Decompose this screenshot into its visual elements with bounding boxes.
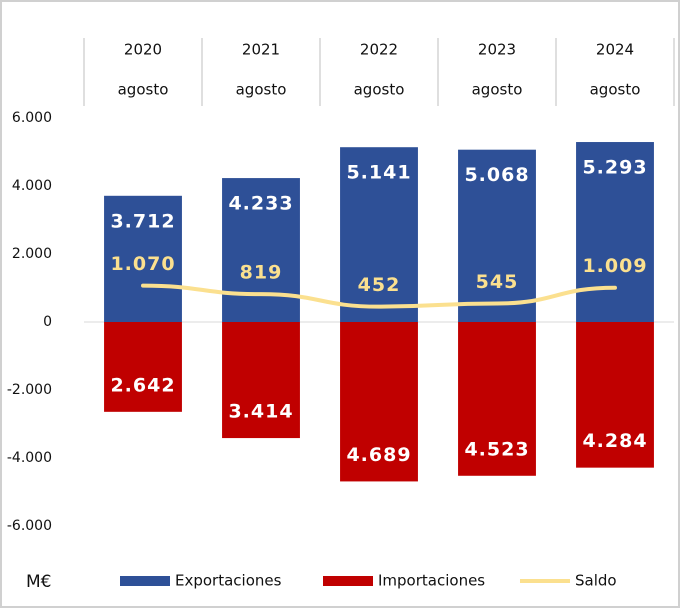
x-tick-label: 2023 (478, 41, 516, 59)
y-tick-label: -2.000 (7, 382, 52, 398)
y-tick-label: 2.000 (12, 246, 52, 262)
x-tick-label: 2020 (124, 41, 162, 59)
data-label: 4.284 (582, 430, 647, 452)
x-tick-sublabel: agosto (354, 81, 405, 99)
y-tick-label: 0 (43, 314, 52, 330)
x-tick-label: 2021 (242, 41, 280, 59)
bar (458, 322, 536, 476)
legend-label: Saldo (575, 572, 617, 590)
bar (104, 195, 182, 322)
x-tick-sublabel: agosto (118, 81, 169, 99)
legend-swatch (120, 576, 170, 586)
legend-swatch (323, 576, 373, 586)
x-tick-sublabel: agosto (236, 81, 287, 99)
bar (458, 149, 536, 322)
bar (222, 178, 300, 322)
data-label: 5.141 (346, 162, 411, 184)
y-tick-label: -4.000 (7, 450, 52, 466)
bar (340, 322, 418, 482)
data-label: 1.009 (582, 255, 647, 277)
y-tick-label: 4.000 (12, 178, 52, 194)
x-tick-sublabel: agosto (472, 81, 523, 99)
data-label: 2.642 (110, 374, 175, 396)
line (141, 283, 617, 309)
data-label: 5.293 (582, 157, 647, 179)
data-label: 3.712 (110, 210, 175, 232)
bar (340, 147, 418, 322)
unit-label: M€ (26, 572, 51, 592)
y-tick-label: 6.000 (12, 110, 52, 126)
data-label: 4.523 (464, 438, 529, 460)
x-tick-label: 2024 (596, 41, 634, 59)
data-label: 4.689 (346, 444, 411, 466)
bar (104, 322, 182, 412)
data-label: 545 (476, 271, 519, 293)
bar (576, 142, 654, 322)
data-label: 5.068 (464, 164, 529, 186)
bar (576, 322, 654, 468)
data-label: 452 (358, 274, 401, 296)
x-tick-label: 2022 (360, 41, 398, 59)
data-label: 1.070 (110, 253, 175, 275)
legend-label: Exportaciones (175, 572, 282, 590)
x-tick-sublabel: agosto (590, 81, 641, 99)
data-label: 4.233 (228, 193, 293, 215)
y-tick-label: -6.000 (7, 518, 52, 534)
data-label: 3.414 (228, 401, 293, 423)
bar (222, 322, 300, 439)
data-label: 819 (240, 262, 283, 284)
legend-label: Importaciones (378, 572, 485, 590)
